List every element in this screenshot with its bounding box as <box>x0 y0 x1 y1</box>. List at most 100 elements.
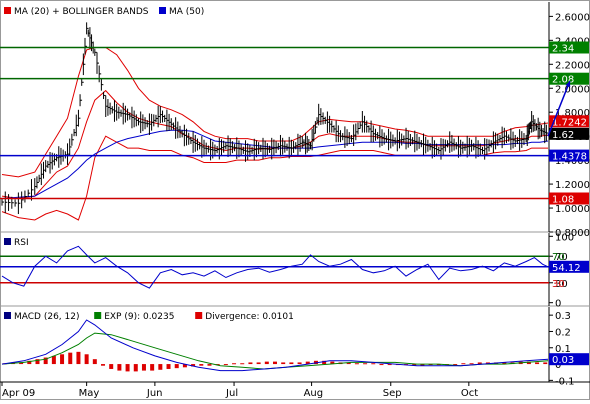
divergence-bar <box>543 362 548 365</box>
bollinger-lower-band <box>1 135 548 221</box>
x-tick-label: Jul <box>225 388 238 399</box>
divergence-bar <box>76 351 81 365</box>
divergence-bar <box>101 364 106 366</box>
legend-label: EXP (9): 0.0235 <box>104 312 174 322</box>
divergence-bar <box>207 364 212 366</box>
divergence-bar <box>232 363 237 365</box>
divergence-bar <box>199 364 204 366</box>
y-tick-label: 0.1 <box>555 344 571 355</box>
level-badge-label: 2.34 <box>552 44 574 55</box>
y-tick-label: 1.0000 <box>555 204 590 215</box>
divergence-bar <box>43 357 48 365</box>
rsi-badge-bg <box>549 260 589 273</box>
y-tick-label: 100 <box>555 232 574 243</box>
legend-label: RSI <box>14 238 29 248</box>
level-badge-bg <box>549 149 589 162</box>
divergence-bar <box>60 354 65 365</box>
divergence-bar <box>182 364 187 368</box>
divergence-bar <box>215 364 220 366</box>
x-tick-label: Sep <box>383 388 402 399</box>
divergence-bar <box>117 364 122 371</box>
level-badge-label: 2.08 <box>552 75 574 86</box>
ma50-line <box>1 129 549 199</box>
divergence-bar <box>322 360 327 365</box>
divergence-bar <box>363 363 368 365</box>
macd-badge-label: 0.03 <box>552 355 574 366</box>
divergence-bar <box>158 364 163 370</box>
y-tick-label: 0.8000 <box>555 228 590 239</box>
rsi-line <box>1 245 549 289</box>
legend-label: Divergence: 0.0101 <box>205 312 294 322</box>
y-tick-label: 70 <box>555 252 568 263</box>
divergence-bar <box>248 362 253 365</box>
legend-label: MA (20) + BOLLINGER BANDS <box>14 7 149 17</box>
divergence-bar <box>51 355 56 365</box>
divergence-bar <box>223 364 228 366</box>
divergence-bar <box>420 364 425 366</box>
divergence-bar <box>166 364 171 369</box>
y-tick-label: 1.4000 <box>555 156 590 167</box>
divergence-bar <box>191 364 196 367</box>
divergence-bar <box>502 362 507 365</box>
y-tick-label: -0.1 <box>555 376 575 387</box>
divergence-bar <box>379 364 384 366</box>
x-tick-label: May <box>79 388 100 399</box>
divergence-bar <box>289 362 294 365</box>
divergence-bar <box>477 362 482 365</box>
value-badge-bg <box>549 127 589 140</box>
level-badge-label: 1.08 <box>552 195 574 206</box>
level-badge-bg <box>549 192 589 205</box>
divergence-bar <box>535 362 540 365</box>
y-tick-label: 0.3 <box>555 311 571 322</box>
divergence-bar <box>92 359 97 365</box>
macd-line <box>1 319 549 372</box>
divergence-bar <box>461 363 466 365</box>
x-tick-label: Jun <box>146 388 163 399</box>
divergence-bar <box>281 362 286 365</box>
legend-swatch <box>195 312 203 319</box>
divergence-bar <box>109 364 114 369</box>
divergence-bar <box>469 363 474 365</box>
divergence-bar <box>273 361 277 365</box>
divergence-bar <box>174 364 179 369</box>
divergence-bar <box>387 364 392 366</box>
legend-label: MA (50) <box>169 7 204 17</box>
divergence-bar <box>125 364 130 372</box>
level-badge-bg <box>549 72 589 85</box>
y-tick-label: 1.2000 <box>555 180 590 191</box>
divergence-bar <box>27 360 32 365</box>
divergence-bar <box>68 352 73 365</box>
divergence-bar <box>297 362 302 365</box>
legend-swatch <box>4 312 11 319</box>
y-tick-label: 0 <box>555 299 561 310</box>
divergence-bar <box>354 363 359 365</box>
divergence-bar <box>305 361 310 365</box>
divergence-bar <box>133 364 138 372</box>
value-badge-label: 1.7242 <box>552 117 587 128</box>
y-tick-label: 0.2 <box>555 327 571 338</box>
projection-arrow-head <box>565 81 571 88</box>
divergence-bar <box>35 359 40 365</box>
projection-arrow <box>547 80 571 137</box>
value-badge-label: 1.62 <box>552 130 574 141</box>
macd-panel: 0.3 0.2 0.1 0 -0.1 0.03 MACD (26, 12) EXP (9): … <box>0 307 590 387</box>
level-badge-bg <box>549 41 589 54</box>
price-panel: 2.60002.40002.20002.00001.80001.60001.40… <box>0 2 590 239</box>
legend-swatch <box>159 7 166 14</box>
legend-swatch <box>4 7 11 14</box>
divergence-bar <box>264 361 269 365</box>
rsi-level-label: 70 <box>552 252 565 263</box>
divergence-bar <box>330 361 335 365</box>
legend-label: MACD (26, 12) <box>14 312 80 322</box>
rsi-badge-label: 54.12 <box>552 263 581 274</box>
legend-swatch <box>94 312 102 319</box>
y-tick-label: 30 <box>555 279 568 290</box>
divergence-bar <box>453 364 458 366</box>
y-tick-label: 2.0000 <box>555 84 590 95</box>
x-tick-label: Apr 09 <box>2 388 35 399</box>
divergence-bar <box>150 364 155 371</box>
